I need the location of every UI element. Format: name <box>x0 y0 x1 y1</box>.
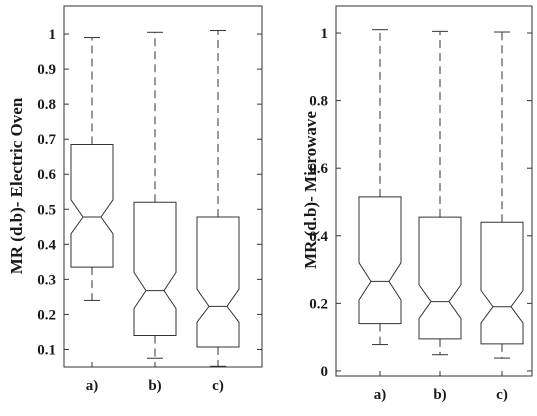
x-category-label: c) <box>496 387 508 403</box>
box-2-3 <box>480 221 524 345</box>
y-axis-title: MR (d.b)- Electric Oven <box>7 97 26 274</box>
y-tick-label: 0 <box>321 364 329 380</box>
x-category-label: b) <box>148 378 161 394</box>
y-tick-label: 1 <box>49 27 57 43</box>
box-2-2 <box>418 216 462 340</box>
y-tick-label: 0.8 <box>37 97 56 113</box>
box-1-2 <box>133 201 177 336</box>
y-tick-label: 0.2 <box>37 307 56 323</box>
plot-frame-2 <box>335 5 533 377</box>
x-category-label: a) <box>374 387 387 403</box>
box-2-1 <box>358 196 402 325</box>
y-axis-title: MR (d.b)- Microwave <box>301 111 320 269</box>
y-tick-label: 0.5 <box>37 202 56 218</box>
y-tick-label: 0.3 <box>37 272 56 288</box>
x-category-label: b) <box>433 387 446 403</box>
box-1-3 <box>196 216 240 348</box>
y-tick-label: 0.6 <box>37 167 56 183</box>
y-tick-label: 0.4 <box>309 229 328 245</box>
y-tick-label: 0.4 <box>37 237 56 253</box>
y-tick-label: 0.9 <box>37 62 56 78</box>
y-tick-label: 0.7 <box>37 132 56 148</box>
y-tick-label: 0.1 <box>37 342 56 358</box>
x-category-label: a) <box>86 378 99 394</box>
plot-frame-1 <box>63 5 263 368</box>
y-tick-label: 1 <box>321 26 329 42</box>
box-1-1 <box>70 143 114 268</box>
y-tick-label: 0.6 <box>309 161 328 177</box>
y-tick-label: 0.8 <box>309 94 328 110</box>
x-category-label: c) <box>212 378 224 394</box>
y-tick-label: 0.2 <box>309 296 328 312</box>
